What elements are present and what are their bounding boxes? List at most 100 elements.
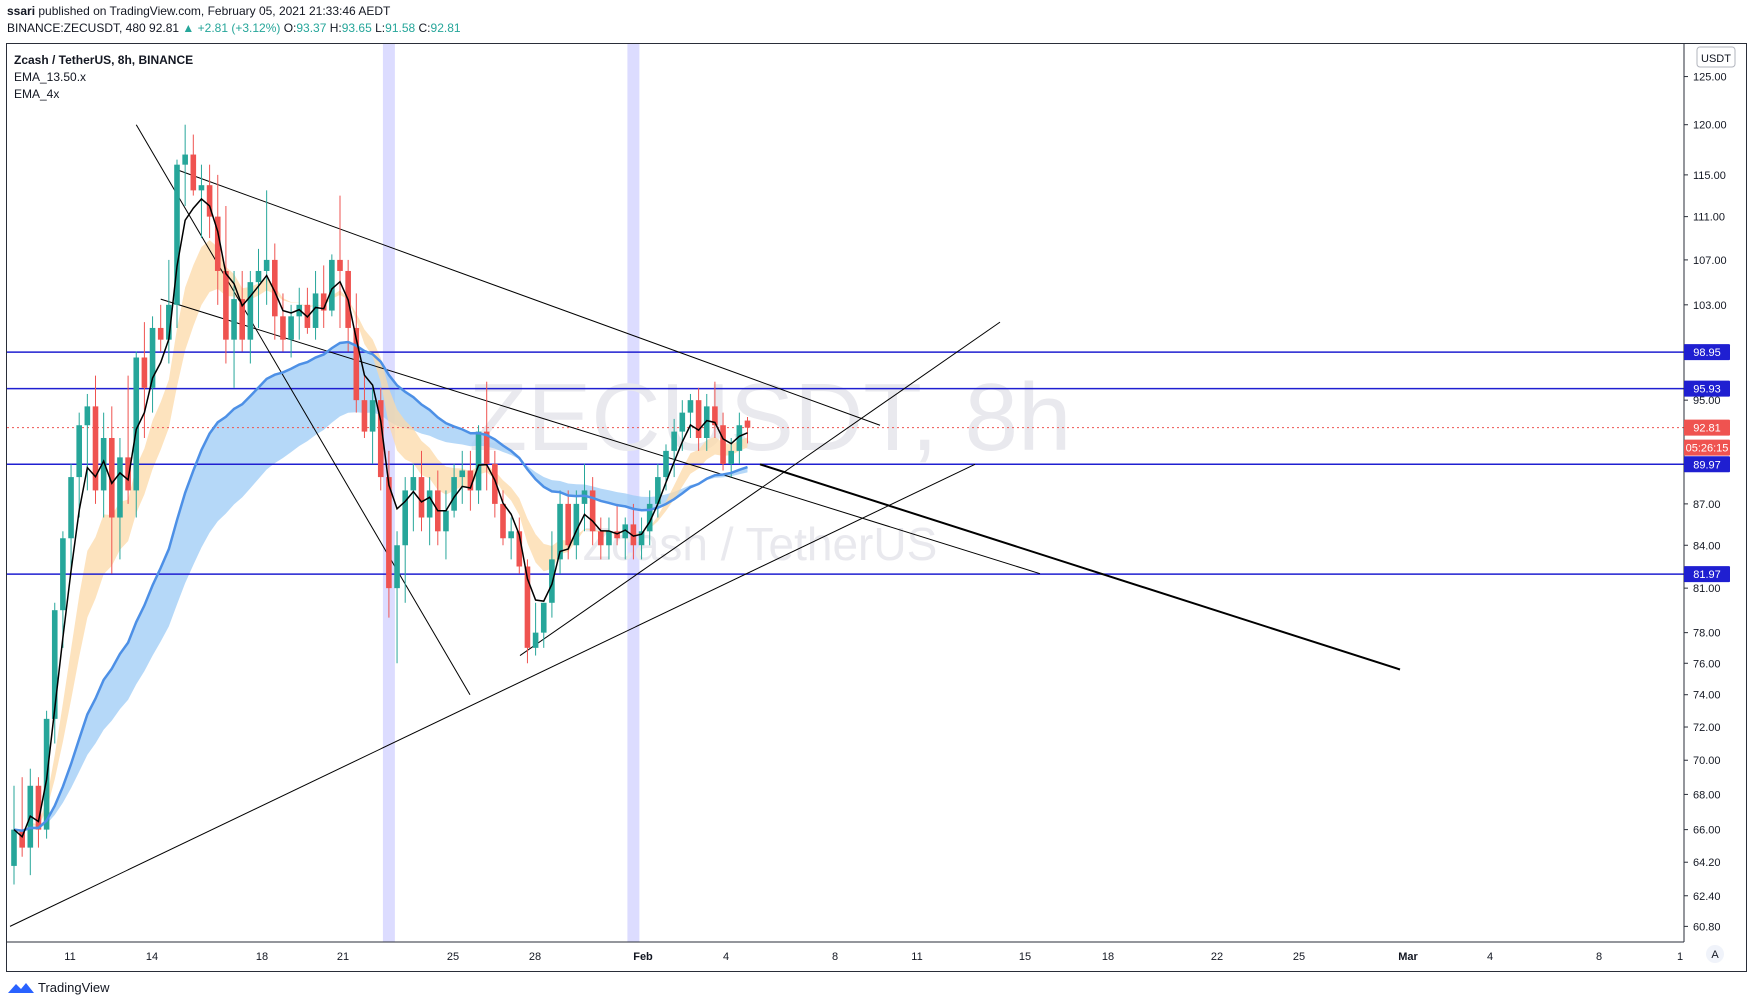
last-price-badge[interactable]: 92.81 — [1684, 419, 1730, 436]
candle[interactable] — [402, 477, 408, 603]
trendline[interactable] — [759, 463, 1401, 671]
level-badge[interactable]: 95.93 — [1684, 380, 1730, 397]
candle[interactable] — [638, 517, 645, 560]
candle[interactable] — [125, 375, 131, 504]
candle[interactable] — [198, 164, 205, 239]
candle[interactable] — [557, 490, 563, 574]
candle[interactable] — [51, 602, 58, 744]
candle[interactable] — [361, 375, 368, 438]
candle[interactable] — [141, 322, 148, 438]
trendline[interactable] — [160, 298, 1041, 575]
candle[interactable] — [206, 164, 213, 239]
publisher-name[interactable]: ssari — [7, 4, 36, 18]
candle[interactable] — [255, 248, 262, 328]
candle[interactable] — [312, 270, 319, 340]
candle[interactable] — [687, 393, 694, 438]
level-badge[interactable]: 81.97 — [1684, 566, 1730, 583]
candle[interactable] — [443, 490, 449, 560]
candle[interactable] — [353, 293, 360, 413]
candle[interactable] — [329, 254, 335, 317]
candle[interactable] — [35, 777, 42, 848]
candle[interactable] — [516, 517, 523, 574]
trendline[interactable] — [9, 463, 976, 927]
candle[interactable] — [190, 134, 197, 196]
candle[interactable] — [117, 437, 123, 560]
candle[interactable] — [614, 503, 620, 546]
candle[interactable] — [712, 381, 718, 438]
candle[interactable] — [573, 490, 580, 560]
trendline[interactable] — [176, 169, 881, 426]
candle[interactable] — [549, 531, 555, 618]
candle[interactable] — [695, 387, 702, 451]
candle[interactable] — [459, 450, 466, 504]
legend-ema-1[interactable]: EMA_13.50.x — [14, 70, 86, 84]
candle[interactable] — [736, 412, 743, 464]
candle[interactable] — [589, 477, 596, 546]
candle[interactable] — [263, 190, 270, 305]
candle[interactable] — [532, 602, 539, 656]
candle[interactable] — [166, 259, 172, 364]
candle[interactable] — [76, 412, 82, 518]
candle[interactable] — [345, 259, 351, 352]
candle[interactable] — [540, 602, 547, 648]
candle[interactable] — [223, 206, 229, 364]
candle[interactable] — [320, 265, 327, 328]
candle[interactable] — [60, 531, 66, 648]
candle[interactable] — [377, 387, 384, 491]
candle[interactable] — [720, 412, 726, 471]
level-badge[interactable]: 98.95 — [1684, 344, 1730, 361]
level-badge[interactable]: 89.97 — [1684, 456, 1730, 473]
candle[interactable] — [231, 270, 237, 388]
candle[interactable] — [100, 412, 107, 518]
candle[interactable] — [508, 517, 514, 560]
candle[interactable] — [500, 490, 506, 546]
candle[interactable] — [149, 316, 156, 413]
candle[interactable] — [581, 463, 588, 532]
candle[interactable] — [19, 777, 25, 857]
candle[interactable] — [280, 293, 286, 352]
candle[interactable] — [68, 463, 74, 574]
currency-tag[interactable]: USDT — [1696, 46, 1736, 68]
candle[interactable] — [247, 270, 254, 364]
candle-body — [353, 327, 360, 401]
legend-ema-2[interactable]: EMA_4x — [14, 87, 59, 101]
candle[interactable] — [92, 375, 99, 504]
trendline[interactable] — [519, 321, 1001, 656]
countdown-badge[interactable]: 05:26:15 — [1684, 439, 1730, 456]
candle[interactable] — [394, 531, 400, 664]
candle[interactable] — [133, 351, 140, 518]
candle[interactable] — [11, 785, 17, 885]
auto-scale-button[interactable]: A — [1706, 945, 1724, 963]
candle[interactable] — [467, 450, 474, 511]
candle[interactable] — [386, 450, 392, 618]
candle[interactable] — [182, 124, 188, 207]
candle[interactable] — [598, 517, 604, 560]
candle[interactable] — [703, 393, 710, 451]
candle[interactable] — [451, 463, 457, 518]
candle[interactable] — [622, 517, 629, 560]
ema-fast-line[interactable] — [13, 197, 748, 839]
trendline[interactable] — [135, 124, 471, 695]
candle[interactable] — [337, 195, 343, 328]
candle[interactable] — [369, 387, 376, 464]
tradingview-brand[interactable]: TradingView — [8, 980, 110, 995]
candle[interactable] — [646, 490, 653, 546]
candle[interactable] — [492, 450, 498, 518]
candle[interactable] — [157, 304, 164, 352]
candle[interactable] — [671, 418, 677, 478]
candle[interactable] — [304, 287, 311, 334]
candle[interactable] — [109, 406, 115, 574]
candle[interactable] — [606, 517, 612, 560]
candle[interactable] — [239, 270, 245, 352]
candle[interactable] — [744, 417, 751, 444]
candle[interactable] — [214, 174, 221, 305]
candle[interactable] — [426, 477, 433, 546]
candle[interactable] — [174, 159, 180, 328]
ema-slow-line[interactable] — [13, 340, 748, 833]
candle[interactable] — [418, 450, 425, 532]
candle[interactable] — [84, 393, 91, 491]
candle[interactable] — [410, 463, 417, 532]
candle[interactable] — [296, 287, 303, 340]
candle[interactable] — [630, 503, 637, 560]
